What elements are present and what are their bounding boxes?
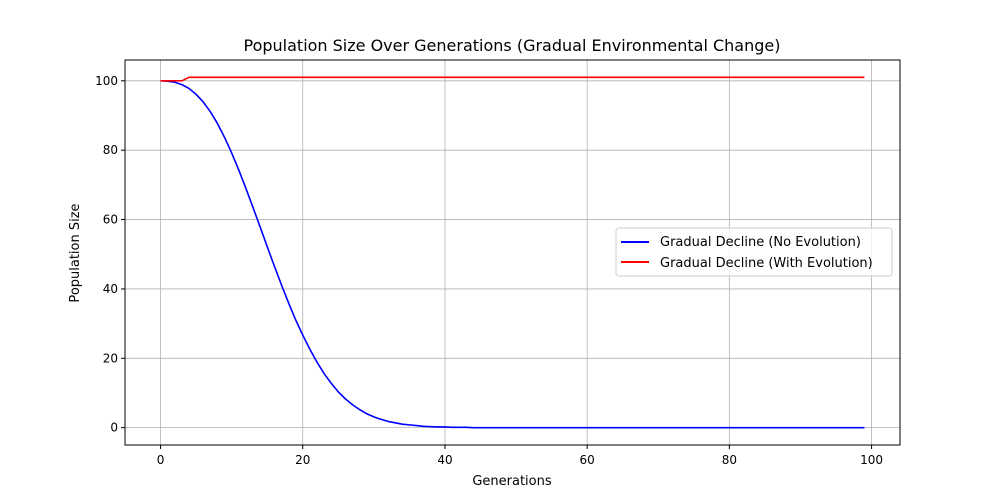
x-tick-label: 40	[437, 453, 452, 467]
legend: Gradual Decline (No Evolution) Gradual D…	[615, 227, 893, 277]
chart-title: Population Size Over Generations (Gradua…	[244, 36, 781, 55]
plot-frame	[124, 59, 901, 446]
x-tick-label: 60	[580, 453, 595, 467]
series-line-1	[160, 76, 865, 82]
y-tick-label: 100	[95, 74, 118, 88]
y-tick-label: 80	[103, 143, 118, 157]
x-tick-label: 0	[157, 453, 165, 467]
legend-label-with-evolution: Gradual Decline (With Evolution)	[660, 256, 873, 271]
x-axis-label: Generations	[472, 474, 552, 489]
x-tick-label: 20	[295, 453, 310, 467]
series-lines	[160, 76, 865, 429]
x-tick-label: 100	[860, 453, 883, 467]
series-line-0	[160, 80, 865, 429]
ticks: 0 20 40 60 80 100 0 20 40 60 80 100	[95, 74, 883, 467]
y-tick-label: 20	[103, 351, 118, 365]
x-tick-label: 80	[722, 453, 737, 467]
legend-label-no-evolution: Gradual Decline (No Evolution)	[660, 235, 861, 250]
y-axis-label: Population Size	[68, 203, 83, 302]
y-tick-label: 60	[103, 213, 118, 227]
y-tick-label: 40	[103, 282, 118, 296]
y-tick-label: 0	[110, 421, 118, 435]
legend-box	[615, 227, 893, 277]
